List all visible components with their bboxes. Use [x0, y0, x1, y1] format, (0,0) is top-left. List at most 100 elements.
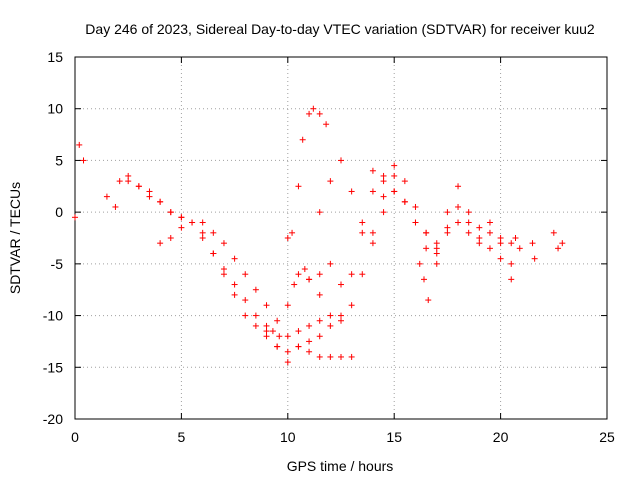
data-point: [242, 297, 249, 304]
data-points: [72, 105, 566, 366]
data-point: [497, 235, 504, 241]
y-tick-label: 5: [55, 152, 63, 168]
data-point: [465, 229, 472, 236]
data-point: [433, 240, 440, 247]
data-point: [391, 162, 398, 169]
data-point: [550, 229, 557, 236]
data-point: [252, 312, 259, 319]
y-tick-label: -15: [43, 359, 63, 375]
data-point: [284, 348, 291, 355]
data-point: [76, 141, 83, 148]
data-point: [284, 359, 291, 366]
data-point: [316, 333, 323, 340]
data-point: [112, 203, 119, 210]
data-point: [391, 188, 398, 195]
data-point: [299, 136, 306, 143]
data-point: [327, 322, 334, 329]
data-point: [359, 219, 366, 226]
y-tick-label: 15: [47, 49, 63, 65]
data-point: [291, 281, 298, 288]
y-tick-label: -10: [43, 308, 63, 324]
data-point: [555, 245, 562, 252]
data-point: [306, 338, 313, 345]
data-point: [486, 229, 493, 236]
data-point: [369, 240, 376, 247]
data-point: [444, 229, 451, 236]
data-point: [295, 271, 302, 278]
data-point: [486, 245, 493, 252]
data-point: [306, 348, 313, 355]
x-tick-label: 20: [493, 429, 509, 445]
y-tick-label: -5: [51, 256, 64, 272]
x-tick-label: 0: [71, 429, 79, 445]
x-tick-label: 10: [280, 429, 296, 445]
data-point: [327, 353, 334, 360]
y-tick-label: -20: [43, 411, 63, 427]
data-point: [242, 312, 249, 319]
x-tick-label: 25: [599, 429, 615, 445]
data-point: [412, 219, 419, 226]
data-point: [310, 105, 317, 112]
data-point: [289, 229, 296, 236]
data-point: [263, 333, 270, 340]
data-point: [116, 178, 123, 185]
axis-ticks: [74, 56, 608, 420]
data-point: [401, 178, 408, 185]
y-tick-labels: -20 -15 -10 -5 0 5 10 15: [43, 49, 63, 427]
y-tick-label: 10: [47, 101, 63, 117]
data-point: [284, 235, 291, 241]
data-point: [348, 188, 355, 195]
data-point: [301, 266, 308, 273]
data-point: [316, 110, 323, 117]
data-point: [327, 260, 334, 267]
data-point: [295, 183, 302, 190]
data-point: [455, 183, 462, 190]
data-point: [369, 167, 376, 174]
data-point: [231, 255, 238, 262]
data-point: [338, 353, 344, 360]
data-point: [433, 250, 440, 257]
data-point: [306, 322, 313, 329]
data-point: [263, 322, 270, 329]
data-point: [465, 209, 472, 216]
data-point: [444, 209, 451, 216]
data-point: [433, 245, 440, 252]
data-point: [455, 219, 462, 226]
data-point: [276, 333, 283, 340]
x-tick-label: 5: [178, 429, 186, 445]
data-point: [423, 245, 430, 252]
data-point: [380, 172, 387, 179]
data-point: [348, 302, 355, 309]
data-point: [348, 353, 355, 360]
y-axis-label: SDTVAR / TECUs: [7, 182, 23, 294]
data-point: [516, 245, 523, 252]
data-point: [295, 343, 302, 350]
plot-frame: [74, 56, 608, 420]
data-point: [476, 224, 483, 231]
data-point: [497, 255, 504, 262]
data-point: [316, 209, 323, 216]
data-point: [306, 110, 313, 117]
data-point: [269, 328, 276, 335]
grid: [75, 57, 607, 419]
data-point: [391, 172, 398, 179]
data-point: [263, 302, 270, 309]
data-point: [433, 260, 440, 267]
data-point: [316, 271, 323, 278]
data-point: [199, 219, 206, 226]
data-point: [316, 291, 323, 298]
data-point: [231, 281, 238, 288]
data-point: [295, 328, 302, 335]
data-point: [401, 198, 408, 205]
data-point: [252, 322, 259, 329]
data-point: [220, 240, 227, 247]
data-point: [274, 343, 281, 350]
x-axis-label: GPS time / hours: [287, 458, 394, 474]
data-point: [512, 235, 519, 241]
data-point: [338, 317, 344, 324]
data-point: [316, 317, 323, 324]
data-point: [348, 271, 355, 278]
data-point: [327, 178, 334, 185]
data-point: [210, 250, 217, 257]
data-point: [284, 302, 291, 309]
